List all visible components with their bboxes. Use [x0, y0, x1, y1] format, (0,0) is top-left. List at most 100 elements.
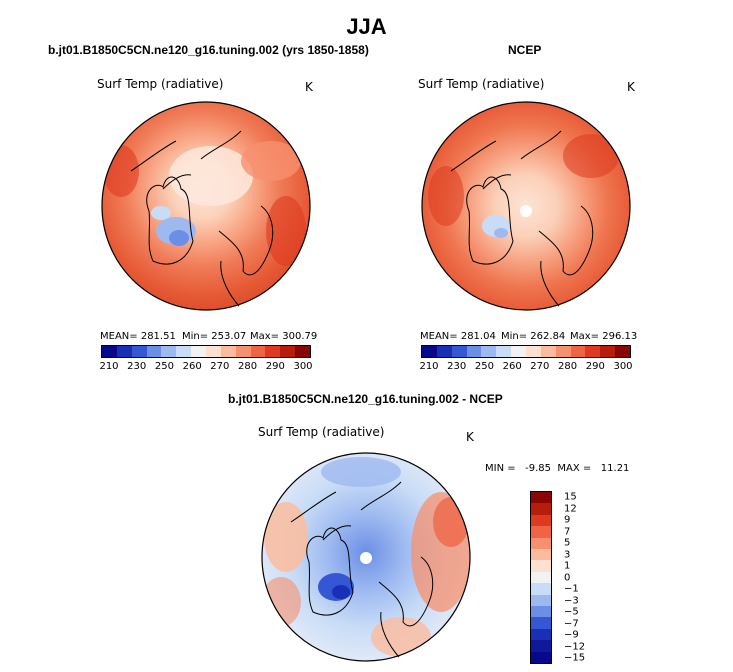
obs-colorbar-swatch	[436, 346, 452, 357]
obs-colorbar-swatch	[540, 346, 556, 357]
model-coastlines	[130, 130, 274, 307]
obs-colorbar-tick-label: 300	[613, 361, 633, 372]
diff-colorbar-swatch	[531, 628, 551, 641]
obs-colorbar-swatch	[585, 346, 601, 357]
model-colorbar-swatch	[265, 346, 281, 357]
diff-pole-hole	[360, 552, 372, 564]
model-field-detail	[103, 141, 306, 266]
model-colorbar-swatch	[131, 346, 147, 357]
diff-polar-map	[261, 452, 471, 662]
obs-colorbar-swatch	[615, 346, 631, 357]
diff-colorbar-tick-label: −9	[564, 629, 579, 641]
obs-colorbar-swatch	[481, 346, 497, 357]
obs-colorbar-tick-label: 290	[585, 361, 605, 372]
model-colorbar-swatch	[295, 346, 311, 357]
model-colorbar-tick-label: 270	[210, 361, 230, 372]
obs-colorbar-tick-label: 210	[419, 361, 439, 372]
diff-colorbar-swatch	[531, 503, 551, 515]
obs-max-stat: Max= 296.13	[570, 331, 638, 342]
diff-colorbar-tick-label: 15	[564, 491, 577, 503]
model-colorbar-swatch	[250, 346, 266, 357]
obs-colorbar-swatch	[466, 346, 482, 357]
model-colorbar-ticks: 210 230 250 260 270 280 290 300	[99, 361, 312, 375]
diff-colorbar-swatch	[531, 617, 551, 629]
model-colorbar-swatch	[102, 346, 117, 357]
diff-colorbar-swatch	[531, 514, 551, 527]
diff-minmax-stat: MIN = -9.85 MAX = 11.21	[485, 463, 630, 474]
obs-colorbar-tick-label: 250	[474, 361, 494, 372]
diff-colorbar-swatch	[531, 594, 551, 607]
diff-field-detail	[262, 457, 470, 657]
diff-colorbar-tick-label: −15	[564, 652, 586, 664]
obs-colorbar-swatch	[451, 346, 467, 357]
model-colorbar-tick-label: 250	[154, 361, 174, 372]
obs-colorbar-swatch	[526, 346, 541, 357]
diff-colorbar-tick-label: −1	[564, 583, 579, 595]
obs-colorbar	[421, 345, 631, 358]
diff-colorbar-swatch	[531, 583, 551, 595]
obs-panel-title: NCEP	[508, 43, 542, 57]
model-colorbar-tick-label: 210	[99, 361, 119, 372]
model-colorbar	[101, 345, 311, 358]
diff-colorbar-tick-label: 12	[564, 503, 577, 514]
model-mean-stat: MEAN= 281.51	[100, 331, 176, 342]
diff-colorbar-tick-label: −3	[564, 595, 579, 606]
obs-colorbar-tick-label: 230	[447, 361, 467, 372]
diff-colorbar-tick-label: −12	[564, 641, 586, 652]
obs-colorbar-swatch	[570, 346, 586, 357]
obs-units-label: K	[627, 80, 635, 94]
model-colorbar-swatch	[235, 346, 251, 357]
obs-colorbar-tick-label: 280	[558, 361, 578, 372]
diff-colorbar-swatch	[531, 526, 551, 538]
obs-colorbar-swatch	[496, 346, 512, 357]
model-colorbar-tick-label: 280	[238, 361, 258, 372]
model-colorbar-swatch	[220, 346, 236, 357]
model-colorbar-swatch	[191, 346, 207, 357]
obs-mean-stat: MEAN= 281.04	[420, 331, 496, 342]
model-colorbar-swatch	[280, 346, 296, 357]
diff-colorbar-tick-label: 9	[564, 514, 571, 526]
diff-units-label: K	[466, 430, 474, 444]
obs-min-stat: Min= 262.84	[501, 331, 566, 342]
model-units-label: K	[305, 80, 313, 94]
model-colorbar-tick-label: 260	[182, 361, 202, 372]
model-colorbar-swatch	[116, 346, 132, 357]
diff-variable-label: Surf Temp (radiative)	[258, 425, 385, 439]
diff-colorbar-swatch	[531, 492, 551, 504]
model-colorbar-swatch	[146, 346, 162, 357]
model-panel-title: b.jt01.B1850C5CN.ne120_g16.tuning.002 (y…	[48, 43, 369, 57]
diff-colorbar-tick-label: 0	[564, 572, 571, 583]
model-colorbar-tick-label: 290	[265, 361, 285, 372]
obs-colorbar-ticks: 210 230 250 260 270 280 290 300	[419, 361, 633, 375]
diff-colorbar-tick-label: 5	[564, 537, 571, 549]
model-min-stat: Min= 253.07	[182, 331, 247, 342]
model-colorbar-swatch	[206, 346, 221, 357]
obs-colorbar-swatch	[422, 346, 437, 357]
diff-colorbar-swatch	[531, 549, 551, 561]
diff-colorbar-swatch	[531, 640, 551, 652]
obs-variable-label: Surf Temp (radiative)	[418, 77, 545, 91]
model-colorbar-swatch	[161, 346, 177, 357]
obs-colorbar-swatch	[600, 346, 616, 357]
diff-colorbar-swatch	[531, 560, 551, 572]
model-colorbar-tick-label: 230	[127, 361, 147, 372]
obs-colorbar-tick-label: 270	[530, 361, 550, 372]
diff-colorbar	[530, 491, 552, 664]
obs-colorbar-swatch	[555, 346, 571, 357]
model-variable-label: Surf Temp (radiative)	[97, 77, 224, 91]
diff-colorbar-tick-label: −5	[564, 606, 579, 618]
diff-colorbar-tick-label: 3	[564, 549, 571, 560]
diff-colorbar-swatch	[531, 606, 551, 618]
diff-colorbar-tick-label: −7	[564, 618, 579, 629]
obs-colorbar-swatch	[511, 346, 527, 357]
diff-panel-title: b.jt01.B1850C5CN.ne120_g16.tuning.002 - …	[228, 392, 503, 406]
page-title: JJA	[346, 14, 387, 39]
diff-colorbar-tick-label: 1	[564, 560, 571, 572]
diff-colorbar-swatch	[531, 571, 551, 584]
diff-colorbar-tick-label: 7	[564, 526, 571, 537]
model-colorbar-swatch	[176, 346, 192, 357]
obs-field-detail	[428, 134, 619, 238]
obs-pole-hole	[520, 205, 532, 217]
diff-colorbar-swatch	[531, 651, 551, 664]
model-polar-map	[101, 101, 311, 311]
